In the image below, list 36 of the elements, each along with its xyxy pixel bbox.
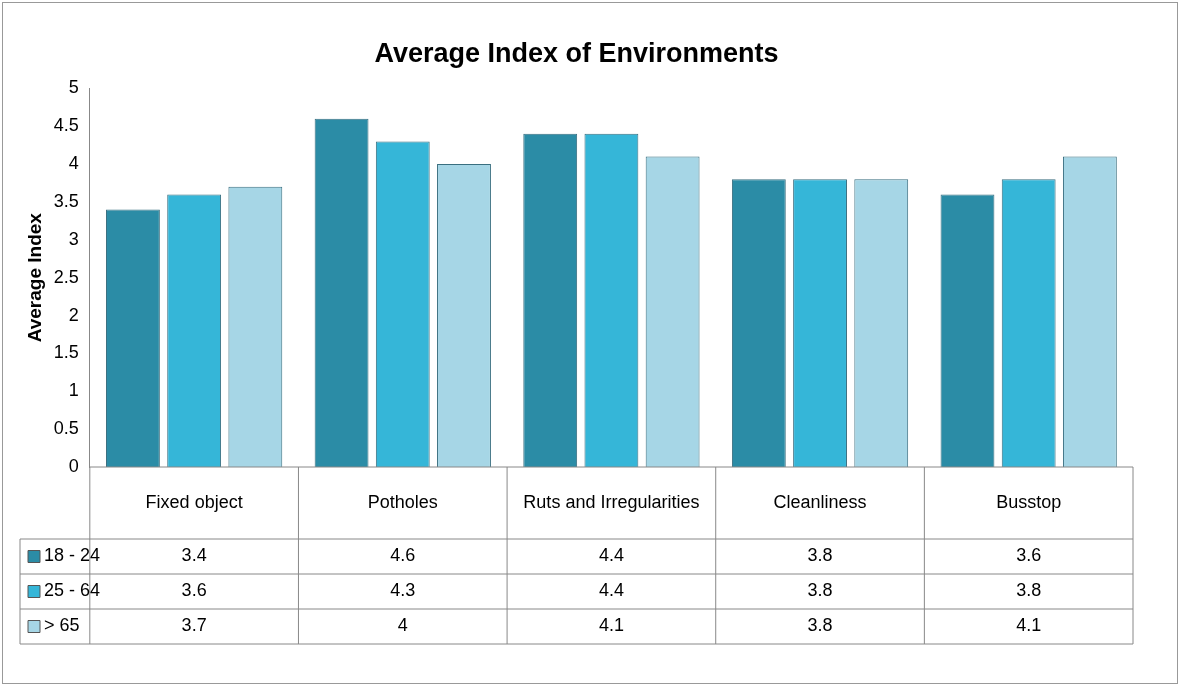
x-tick-label: Busstop bbox=[996, 491, 1062, 512]
legend-label: > 65 bbox=[44, 615, 80, 636]
y-tick-label: 3.5 bbox=[53, 190, 79, 211]
data-label: 3.4 bbox=[181, 545, 207, 566]
y-tick-label: 4.5 bbox=[53, 115, 79, 136]
data-label: 4.4 bbox=[598, 545, 624, 566]
x-tick-label: Ruts and Irregularities bbox=[523, 491, 700, 512]
data-label: 4.3 bbox=[390, 580, 416, 601]
x-tick-label: Fixed object bbox=[145, 491, 243, 512]
data-label: 3.6 bbox=[1016, 545, 1042, 566]
x-tick-label: Cleanliness bbox=[773, 491, 867, 512]
data-label: 4.6 bbox=[390, 545, 416, 566]
y-tick-label: 2.5 bbox=[53, 266, 79, 287]
data-label: 3.6 bbox=[181, 580, 207, 601]
data-label: 4.1 bbox=[1016, 615, 1042, 636]
data-label: 3.8 bbox=[807, 580, 833, 601]
y-axis-title: Average Index bbox=[23, 212, 45, 343]
data-label: 4.4 bbox=[598, 580, 624, 601]
data-label: 3.8 bbox=[807, 545, 833, 566]
data-label: 3.7 bbox=[181, 615, 207, 636]
x-tick-label: Potholes bbox=[367, 491, 438, 512]
legend-label: 18 - 24 bbox=[44, 545, 101, 566]
legend-label: 25 - 64 bbox=[44, 580, 101, 601]
data-label: 3.8 bbox=[1016, 580, 1042, 601]
y-tick-label: 4 bbox=[68, 153, 79, 174]
y-tick-label: 0.5 bbox=[53, 418, 79, 439]
chart-title: Average Index of Environments bbox=[374, 37, 779, 68]
data-label: 4.1 bbox=[598, 615, 624, 636]
y-tick-label: 0 bbox=[68, 455, 79, 476]
y-tick-label: 3 bbox=[68, 228, 79, 249]
y-tick-label: 1 bbox=[68, 380, 79, 401]
y-tick-label: 1.5 bbox=[53, 342, 79, 363]
data-label: 3.8 bbox=[807, 615, 833, 636]
y-tick-label: 5 bbox=[68, 77, 79, 98]
data-label: 4 bbox=[397, 615, 408, 636]
y-tick-label: 2 bbox=[68, 304, 79, 325]
